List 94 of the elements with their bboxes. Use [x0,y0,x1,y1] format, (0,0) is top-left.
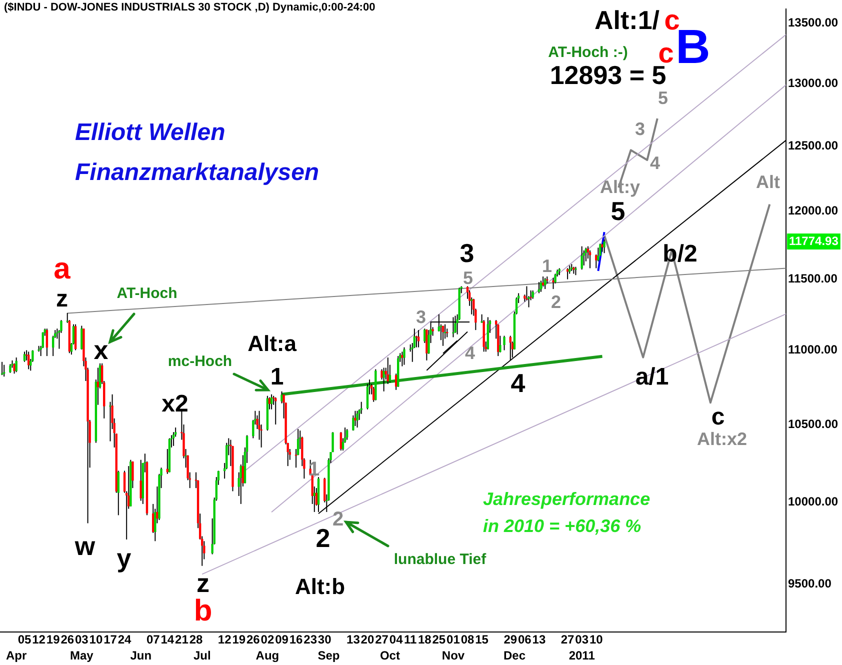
annotation: 4 [510,368,526,398]
annotation: 5 [610,196,626,226]
x2-tick-label: Aug [256,648,280,663]
x-tick-label: 20 [360,632,374,647]
annotation: AT-Hoch [116,285,178,302]
annotation: Alt:y [600,176,640,197]
annotation: x2 [162,390,188,418]
x-tick-label: 15 [475,632,489,647]
annotation: b/2 [662,240,698,268]
chart-title: ($INDU - DOW-JONES INDUSTRIALS 30 STOCK ,D) Dynamic,0:00-24:00 [4,2,376,14]
x-tick-label: 12 [218,632,232,647]
annotation: Alt:b [294,574,346,600]
x-tick-label: 19 [232,632,246,647]
x-tick-label: 24 [118,632,132,647]
y-tick-label: 10500.00 [788,416,838,431]
annotation: Alt [756,172,780,192]
x-tick-label: 26 [60,632,74,647]
x2-tick-label: Jul [193,648,211,663]
annotation: 1 [542,256,552,276]
x2-tick-label: Nov [442,648,465,663]
annotation: Elliott Wellen [75,119,226,146]
x-tick-label: 10 [89,632,103,647]
x-tick-label: 08 [460,632,475,647]
x-tick-label: 05 [18,632,32,647]
annotation: lunablue Tief [394,551,488,568]
y-tick-label: 13500.00 [788,16,838,30]
annotation: c [711,404,725,431]
annotation: 3 [416,306,426,327]
annotation: in 2010 = +60,36 % [483,516,642,536]
x-tick-label: 28 [189,632,203,647]
annotation: z [56,286,68,313]
annotation: w [74,531,96,562]
y-tick-label: 13000.00 [788,76,838,90]
x-tick-label: 14 [160,632,174,647]
x-tick-label: 27 [560,632,575,647]
annotation: 2 [316,523,330,554]
annotation: Jahresperformance [483,489,650,509]
y-tick-label: 12000.00 [788,204,838,218]
text: 11774.93 [789,234,839,248]
annotation: Finanzmarktanalysen [75,159,320,186]
annotation: Alt:x2 [696,428,748,449]
x2-tick-label: Oct [380,648,400,663]
annotation: 3 [634,118,646,139]
x-tick-label: 27 [375,632,389,647]
x-tick-label: 25 [432,632,446,647]
x-tick-label: 13 [346,632,360,647]
y-tick-label: 11000.00 [788,342,838,357]
x-tick-label: 23 [304,632,318,647]
x-tick-label: 09 [275,632,289,647]
x-tick-label: 30 [318,632,332,647]
y-tick-label: 12500.00 [788,138,838,152]
x-tick-label: 18 [418,632,432,647]
annotation: a/1 [635,364,669,391]
annotation: Alt:1/ [594,5,660,36]
x-tick-label: 17 [104,632,118,647]
x-tick-label: 06 [518,632,532,647]
annotation: 2 [550,292,562,312]
x-tick-label: 10 [589,632,604,647]
annotation: 5 [462,268,474,288]
annotation: x [94,335,109,366]
y-tick-label: 11500.00 [788,272,838,286]
x2-tick-label: May [70,648,94,663]
x-tick-label: 12 [32,632,46,647]
x2-tick-label: Dec [503,648,526,663]
x-tick-label: 03 [575,632,589,647]
annotation: mc-Hoch [168,353,232,370]
x-tick-label: 16 [289,632,304,647]
x-tick-label: 04 [389,632,404,647]
x-tick-label: 11 [404,632,418,647]
x-tick-label: 07 [146,632,160,647]
x2-tick-label: Apr [6,648,27,663]
y-tick-label: 10000.00 [788,494,838,509]
annotation: 4 [650,152,660,173]
annotation: 1 [270,364,284,391]
x-tick-label: 01 [446,632,460,647]
x-tick-label: 03 [74,632,89,647]
x2-tick-label: 2011 [568,648,596,663]
annotation: 3 [460,238,474,268]
annotation: 4 [464,342,476,363]
x-tick-label: 21 [175,632,189,647]
annotation: Alt:a [248,331,298,356]
x-tick-label: 19 [46,632,60,647]
annotation: 5 [658,88,668,108]
annotation: y [116,543,132,574]
x-tick-label: 29 [504,632,518,647]
x-tick-label: 26 [246,632,260,647]
annotation: a [54,252,71,286]
x-tick-label: 13 [532,632,546,647]
annotation: 2 [332,508,344,531]
x2-tick-label: Sep [318,648,340,663]
y-tick-label: 9500.00 [788,576,832,591]
x2-tick-label: Jun [130,648,152,663]
x-tick-label: 02 [260,632,274,647]
annotation: AT-Hoch :-) [548,44,628,62]
